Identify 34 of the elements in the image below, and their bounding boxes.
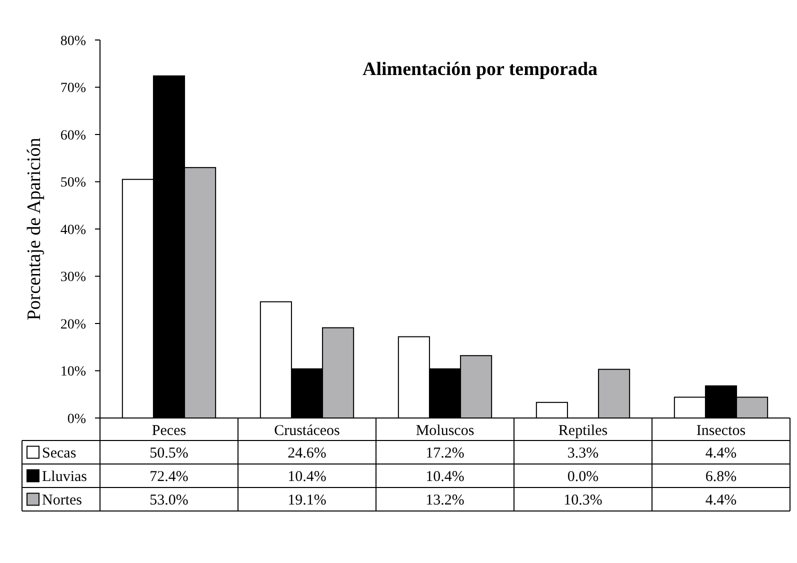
- data-label: 53.0%: [150, 492, 188, 508]
- data-label: 19.1%: [288, 492, 326, 508]
- y-tick-label: 50%: [60, 176, 86, 191]
- legend-label: Secas: [42, 446, 76, 462]
- data-label: 17.2%: [426, 446, 464, 462]
- data-label: 10.3%: [564, 492, 602, 508]
- x-tick-label: Crustáceos: [274, 423, 340, 439]
- x-tick-label: Insectos: [696, 423, 746, 439]
- legend-label: Nortes: [42, 492, 82, 508]
- data-label: 6.8%: [705, 469, 737, 485]
- x-tick-label: Moluscos: [416, 423, 474, 439]
- data-label: 3.3%: [567, 446, 599, 462]
- data-label: 10.4%: [288, 469, 326, 485]
- y-tick-label: 30%: [60, 270, 86, 286]
- data-label: 72.4%: [150, 469, 188, 485]
- y-tick-label: 10%: [60, 364, 86, 380]
- y-tick-label: 70%: [60, 81, 86, 96]
- data-label: 24.6%: [288, 446, 326, 462]
- data-label: 50.5%: [150, 446, 188, 462]
- y-tick-label: 60%: [60, 128, 86, 144]
- legend-label: Lluvias: [42, 469, 88, 485]
- data-label: 4.4%: [705, 492, 737, 508]
- data-label: 10.4%: [426, 469, 464, 485]
- y-tick-label: 80%: [60, 34, 86, 49]
- y-tick-label: 0%: [67, 412, 86, 427]
- data-label: 0.0%: [567, 469, 599, 485]
- y-axis-title: Porcentaje de Aparición: [24, 137, 45, 320]
- x-tick-label: Peces: [152, 423, 186, 439]
- text: Alimentación por temporada: [362, 59, 598, 80]
- y-tick-label: 40%: [60, 222, 86, 238]
- y-tick-label: 20%: [60, 317, 86, 332]
- data-label: 4.4%: [705, 446, 737, 462]
- data-label: 13.2%: [426, 492, 464, 508]
- x-tick-label: Reptiles: [558, 423, 608, 439]
